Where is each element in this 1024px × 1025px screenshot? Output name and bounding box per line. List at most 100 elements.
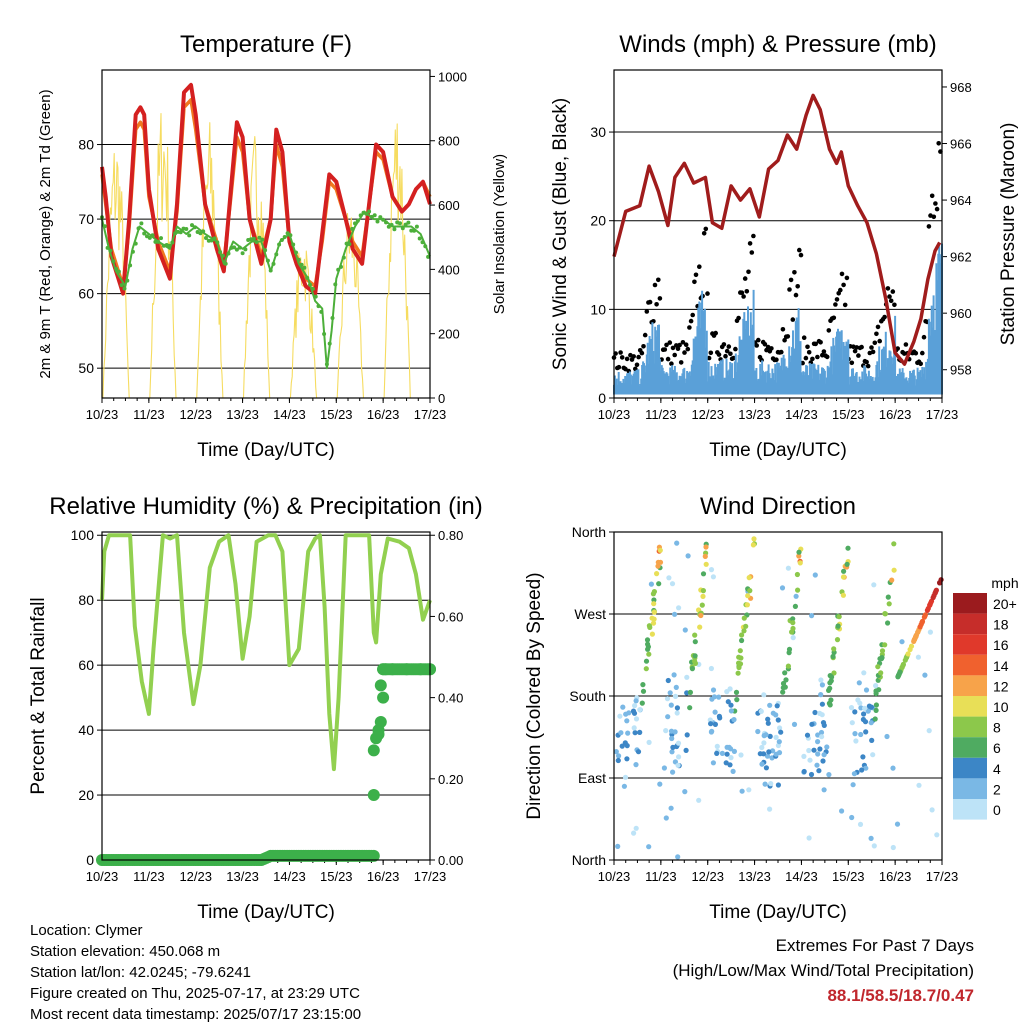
dewpoint-point xyxy=(282,235,287,239)
precip-point xyxy=(374,716,387,728)
precip-point xyxy=(374,679,387,692)
dewpoint-point xyxy=(384,220,388,225)
plot-border xyxy=(101,69,431,399)
direction-point xyxy=(666,575,672,581)
precip-point xyxy=(377,691,390,704)
y2-tick-label: 0.20 xyxy=(438,772,463,787)
direction-point xyxy=(868,720,874,726)
dewpoint-point xyxy=(111,259,116,264)
dewpoint-point xyxy=(291,242,296,247)
direction-point xyxy=(684,732,690,738)
direction-point xyxy=(860,754,866,760)
direction-point xyxy=(725,699,731,705)
direction-point xyxy=(663,728,669,734)
gust-point xyxy=(839,271,845,277)
direction-point xyxy=(689,666,696,672)
direction-point xyxy=(702,553,708,560)
x-tick-label: 17/23 xyxy=(926,407,959,422)
direction-point xyxy=(616,753,622,759)
y-tick-label: 70 xyxy=(78,211,94,227)
direction-point xyxy=(631,725,637,731)
gust-point xyxy=(806,350,812,355)
gust-point xyxy=(639,350,645,356)
direction-point xyxy=(865,708,871,714)
direction-point xyxy=(915,629,921,635)
x-tick-label: 15/23 xyxy=(320,407,353,422)
solar-insolation-line xyxy=(242,136,271,399)
humidity-line xyxy=(100,533,432,772)
direction-point xyxy=(796,549,802,555)
gust-point xyxy=(690,312,695,318)
direction-point xyxy=(635,749,642,755)
direction-point xyxy=(780,680,787,687)
legend-swatch xyxy=(953,757,987,779)
direction-point xyxy=(820,720,827,726)
y2-axis-label: Station Pressure (Maroon) xyxy=(998,123,1019,346)
direction-point xyxy=(900,662,906,668)
y2-tick-label: 600 xyxy=(438,198,460,213)
direction-point xyxy=(668,728,675,734)
legend-swatch xyxy=(953,716,987,738)
direction-point xyxy=(682,627,688,633)
gust-point xyxy=(744,289,750,294)
direction-point xyxy=(615,843,621,850)
direction-point xyxy=(743,623,749,629)
dewpoint-point xyxy=(288,233,293,238)
direction-point xyxy=(927,602,933,608)
direction-point xyxy=(873,707,879,714)
dewpoint-point xyxy=(403,222,408,227)
direction-point xyxy=(827,673,833,679)
direction-point xyxy=(856,680,862,686)
dewpoint-point xyxy=(305,275,310,280)
direction-point xyxy=(714,743,720,750)
gust-point xyxy=(647,299,653,305)
dewpoint-point xyxy=(364,211,369,216)
direction-point xyxy=(778,729,784,735)
direction-point xyxy=(796,553,802,559)
direction-point xyxy=(668,702,674,708)
direction-point xyxy=(751,536,757,542)
direction-point xyxy=(786,646,793,653)
gust-point xyxy=(742,276,748,281)
gust-point xyxy=(833,302,838,307)
gust-point xyxy=(864,359,869,365)
gust-point xyxy=(841,282,846,288)
legend-swatch xyxy=(953,778,987,799)
direction-point xyxy=(815,751,821,757)
direction-point xyxy=(806,835,812,841)
dewpoint-point xyxy=(159,236,163,241)
direction-point xyxy=(908,643,915,649)
direction-point xyxy=(669,581,676,587)
direction-point xyxy=(646,623,653,629)
legend-swatch xyxy=(953,593,987,614)
direction-point xyxy=(613,749,619,755)
direction-point xyxy=(789,629,795,635)
gust-point xyxy=(779,349,784,355)
dewpoint-point xyxy=(353,221,357,226)
direction-point xyxy=(779,585,786,591)
direction-point xyxy=(826,772,832,778)
direction-point xyxy=(766,749,772,755)
direction-point xyxy=(651,597,657,603)
gust-point xyxy=(683,342,689,348)
dewpoint-point xyxy=(136,226,141,231)
dewpoint-point xyxy=(147,235,152,240)
gust-point xyxy=(903,342,909,347)
direction-point xyxy=(673,684,679,691)
direction-point xyxy=(820,758,826,764)
direction-point xyxy=(873,702,880,708)
gust-point xyxy=(706,355,712,361)
dewpoint-point xyxy=(308,282,312,287)
gust-point xyxy=(875,324,881,330)
gust-point xyxy=(795,284,800,289)
direction-point xyxy=(869,737,875,744)
legend-swatch xyxy=(953,675,987,696)
direction-point xyxy=(824,744,830,750)
direction-point xyxy=(700,593,706,600)
direction-point xyxy=(930,595,936,601)
dewpoint-point xyxy=(316,304,321,309)
dewpoint-point xyxy=(324,362,329,367)
dewpoint-point xyxy=(257,235,262,240)
gust-point xyxy=(933,201,938,206)
gust-point xyxy=(749,250,755,255)
